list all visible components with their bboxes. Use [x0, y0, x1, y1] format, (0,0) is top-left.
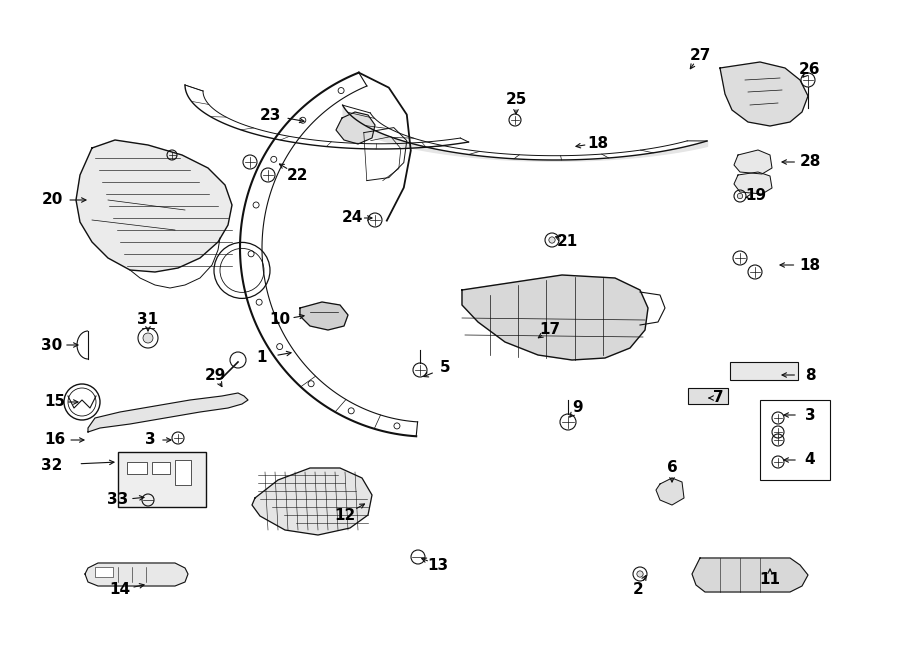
Circle shape [143, 333, 153, 343]
Text: 28: 28 [799, 155, 821, 169]
Text: 7: 7 [713, 391, 724, 405]
Bar [118, 452, 206, 507]
Text: 10: 10 [269, 313, 291, 327]
Polygon shape [85, 563, 188, 586]
Text: 26: 26 [799, 63, 821, 77]
Text: 18: 18 [588, 136, 608, 151]
Circle shape [737, 193, 742, 199]
Text: 33: 33 [107, 492, 129, 508]
Circle shape [637, 571, 643, 577]
Text: 30: 30 [41, 338, 63, 352]
Bar [688, 388, 728, 404]
Polygon shape [734, 172, 772, 194]
Text: 5: 5 [440, 360, 450, 375]
Text: 3: 3 [805, 407, 815, 422]
Text: 11: 11 [760, 572, 780, 588]
Text: 31: 31 [138, 313, 158, 327]
Text: 22: 22 [287, 167, 309, 182]
Text: 2: 2 [633, 582, 643, 598]
Text: 3: 3 [145, 432, 156, 447]
Text: 16: 16 [44, 432, 66, 447]
Polygon shape [300, 302, 348, 330]
Text: 12: 12 [335, 508, 356, 522]
Text: 23: 23 [259, 108, 281, 122]
Polygon shape [336, 112, 375, 144]
Text: 9: 9 [572, 401, 583, 416]
Text: 6: 6 [667, 461, 678, 475]
Text: 19: 19 [745, 188, 767, 204]
Bar [95, 567, 113, 577]
Text: 15: 15 [44, 395, 66, 410]
Polygon shape [462, 275, 648, 360]
Text: 25: 25 [505, 93, 526, 108]
Text: 4: 4 [805, 453, 815, 467]
Polygon shape [76, 140, 232, 272]
Text: 14: 14 [110, 582, 130, 598]
Polygon shape [692, 558, 808, 592]
Polygon shape [88, 393, 248, 432]
Text: 13: 13 [428, 557, 448, 572]
Text: 20: 20 [41, 192, 63, 208]
Text: 8: 8 [805, 368, 815, 383]
Polygon shape [656, 478, 684, 505]
Text: 27: 27 [689, 48, 711, 63]
Bar [175, 460, 191, 485]
Bar [127, 462, 147, 474]
Circle shape [549, 237, 555, 243]
Text: 32: 32 [41, 457, 63, 473]
Text: 17: 17 [539, 323, 561, 338]
Text: 24: 24 [341, 210, 363, 225]
Text: 29: 29 [204, 368, 226, 383]
Polygon shape [252, 468, 372, 535]
Bar [730, 362, 798, 380]
Text: 18: 18 [799, 258, 821, 272]
Polygon shape [734, 150, 772, 174]
Bar [152, 462, 170, 474]
Text: 21: 21 [556, 235, 578, 249]
Polygon shape [720, 62, 808, 126]
Text: 1: 1 [256, 350, 267, 366]
Bar [760, 400, 830, 480]
